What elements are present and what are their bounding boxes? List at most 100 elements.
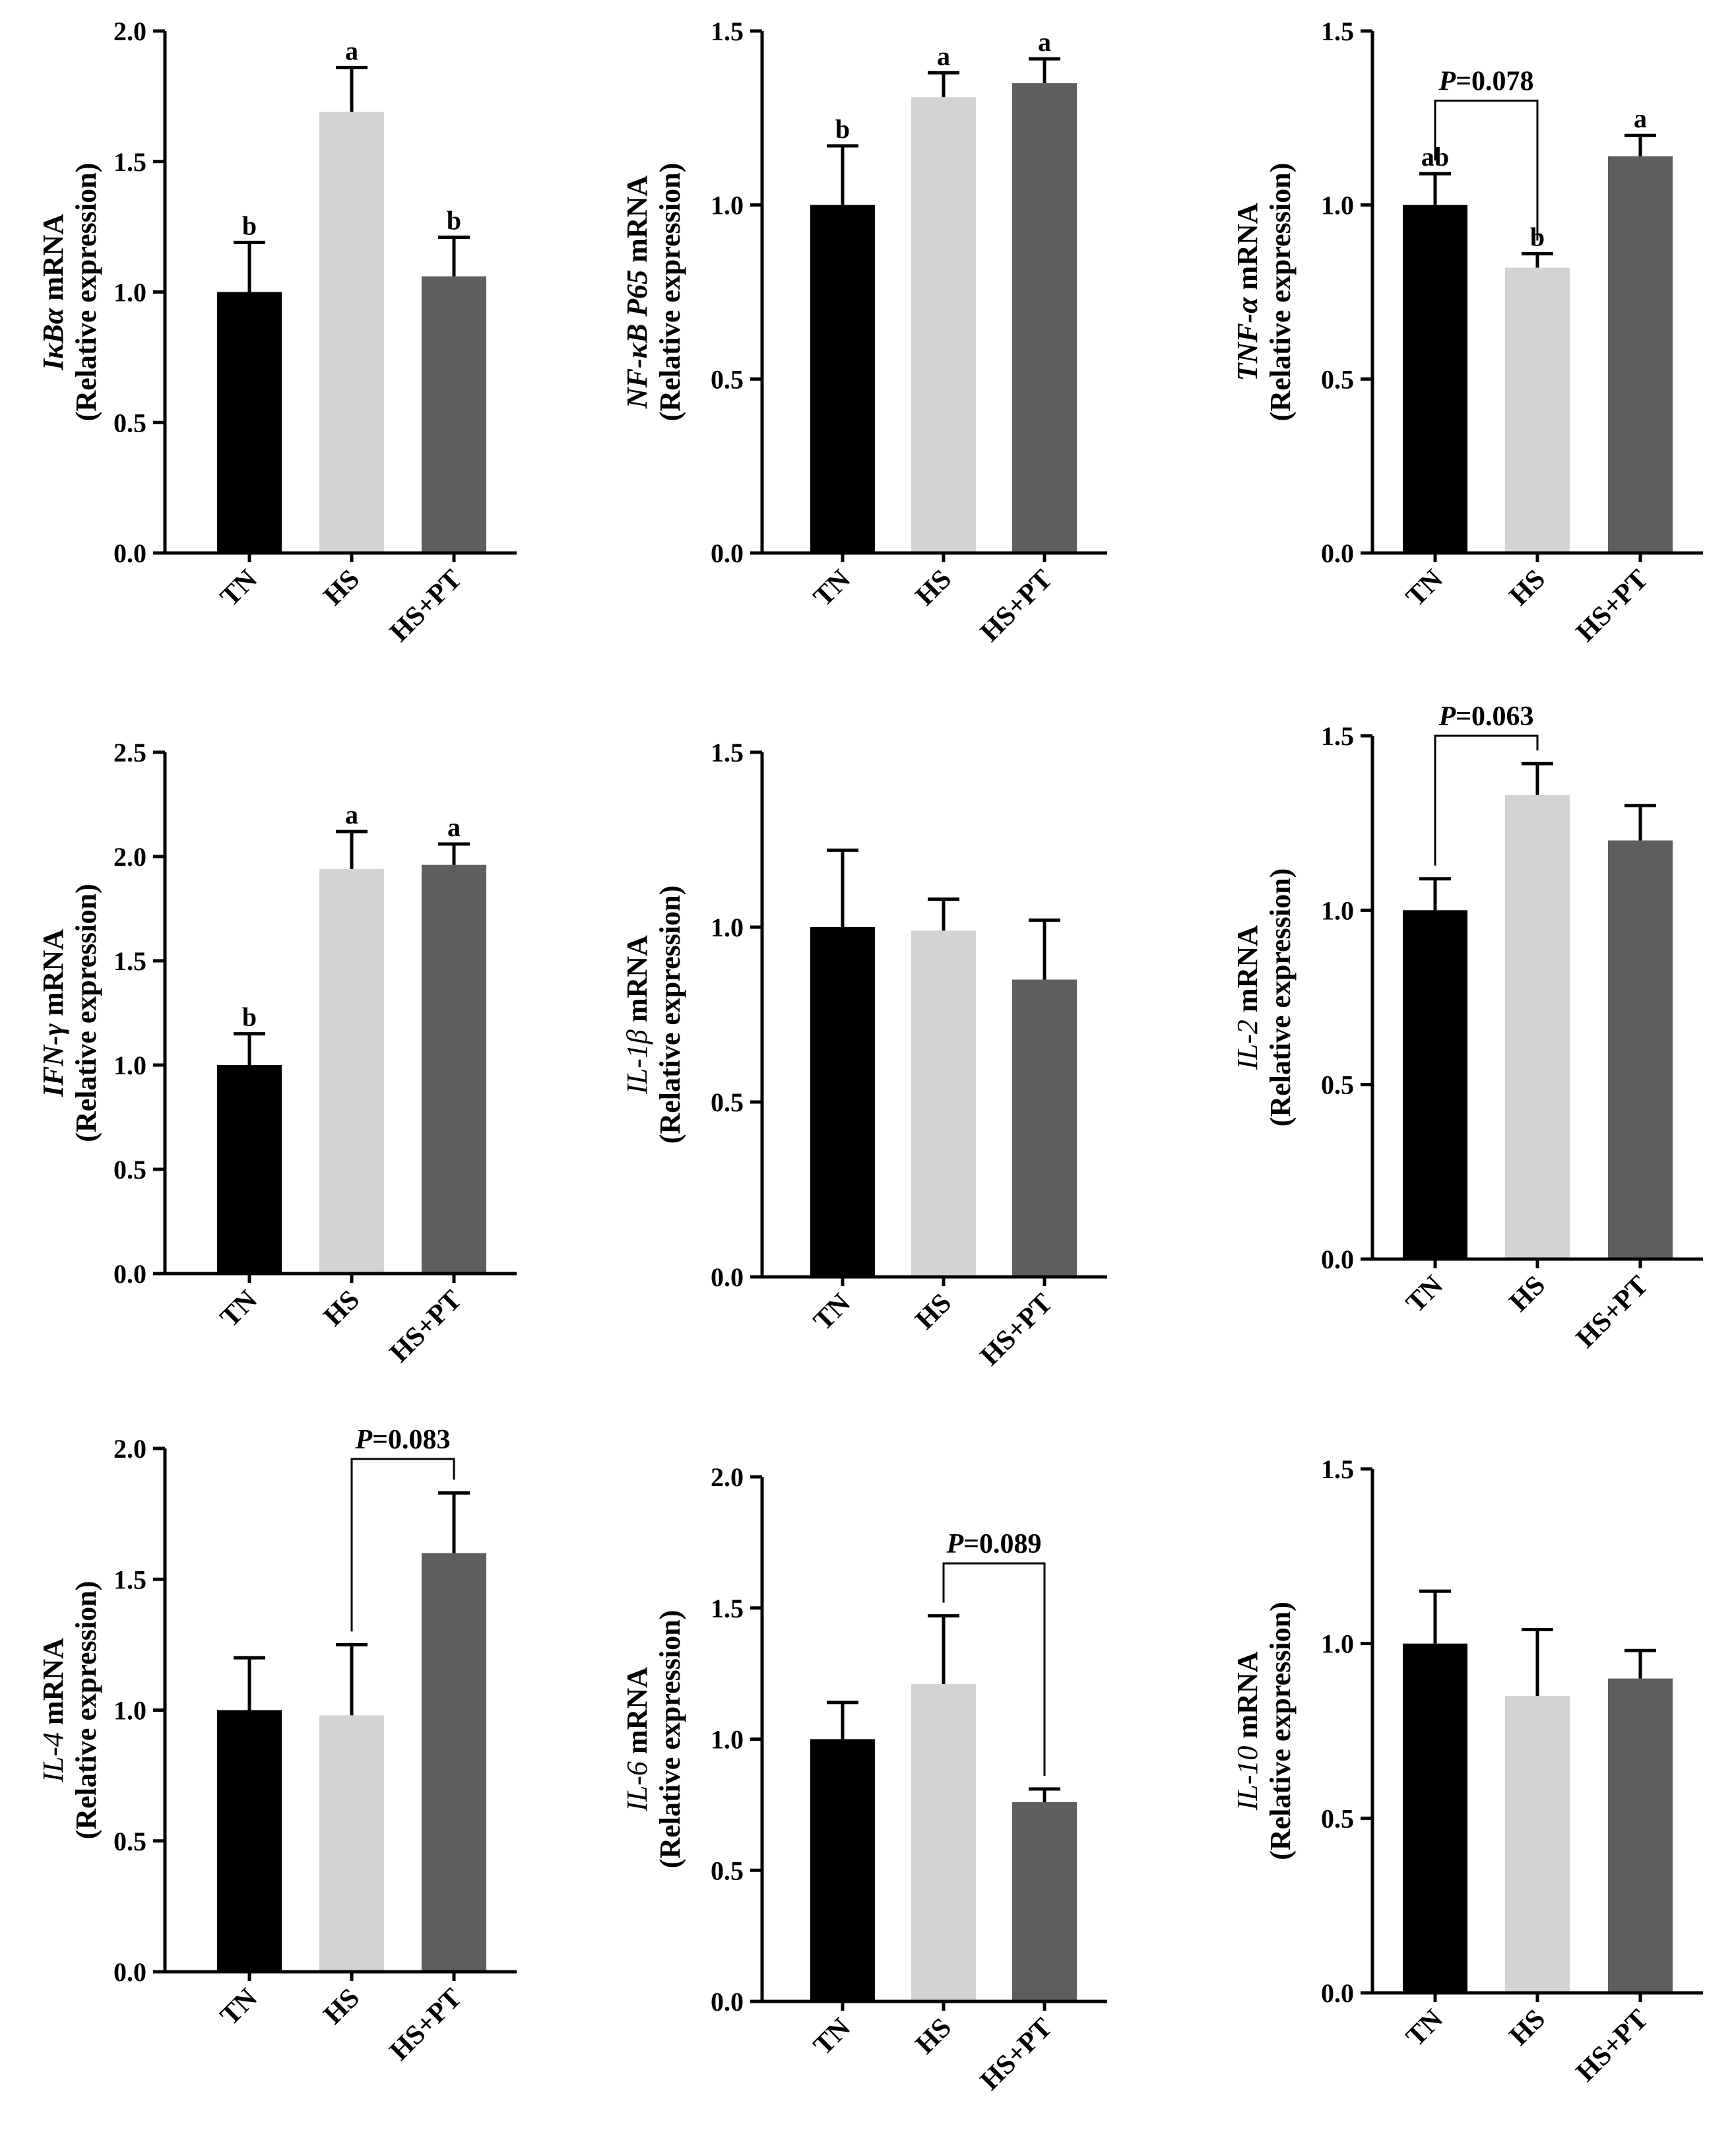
panel-1: b a b 0.0 0.5 1.0 1.5 2.0 TN HS HS+PT IκBα mRNA (Rel… xyxy=(37,16,517,648)
y-tick-label: 2.0 xyxy=(113,1434,146,1464)
y-tick-label: 0.0 xyxy=(1321,538,1354,568)
p-value: =0.078 xyxy=(1456,66,1533,96)
y-tick-label: 1.5 xyxy=(1321,721,1354,751)
y-tick-label: 0.5 xyxy=(1321,1803,1354,1833)
y-axis-subtitle: (Relative expression) xyxy=(654,1610,686,1868)
y-axis-subtitle: (Relative expression) xyxy=(70,884,102,1142)
category-label: HS xyxy=(318,1983,366,2030)
y-tick-label: 0.5 xyxy=(711,1856,744,1885)
y-axis-title-suffix: mRNA xyxy=(1231,1651,1264,1745)
y-tick-label: 0.5 xyxy=(711,1087,744,1117)
y-axis-subtitle: (Relative expression) xyxy=(1264,1602,1297,1860)
significance-letter: a xyxy=(937,41,950,71)
gene-name: IL-10 xyxy=(1231,1746,1264,1811)
bar-hs xyxy=(1505,267,1570,553)
category-label: HS xyxy=(1504,2004,1551,2052)
y-tick-label: 1.0 xyxy=(711,913,744,942)
bar-hs-pt xyxy=(1012,83,1077,554)
gene-name: IL-4 xyxy=(37,1732,69,1783)
y-tick-label: 1.5 xyxy=(711,16,744,46)
bar-tn xyxy=(810,205,875,554)
comparison-bracket xyxy=(1434,734,1539,866)
y-tick-label: 1.0 xyxy=(113,1696,146,1726)
category-label: HS xyxy=(318,1285,366,1332)
category-label: TN xyxy=(808,1288,856,1337)
bar-hs-pt xyxy=(422,1553,486,1972)
y-tick-label: 2.0 xyxy=(711,1462,744,1492)
y-tick-label: 1.5 xyxy=(113,1565,146,1594)
category-label: HS xyxy=(910,1288,957,1336)
comparison-bracket xyxy=(1434,99,1539,241)
bar-hs xyxy=(319,112,384,554)
category-label: HS+PT xyxy=(1570,2004,1654,2088)
y-tick-label: 1.0 xyxy=(113,278,146,308)
y-tick-label: 0.0 xyxy=(1321,1245,1354,1274)
bar-hs-pt xyxy=(422,864,486,1274)
y-tick-label: 2.0 xyxy=(113,842,146,872)
y-tick-label: 1.5 xyxy=(1321,1454,1354,1484)
gene-name: NF-κB P65 xyxy=(621,270,653,409)
y-axis-title: IL-6 mRNA xyxy=(621,1667,653,1812)
bar-tn xyxy=(217,292,282,553)
y-axis-title-suffix: mRNA xyxy=(621,935,653,1029)
p-value-label: P=0.063 xyxy=(1438,701,1533,732)
panel-4: b a a 0.0 0.5 1.0 1.5 2.0 2.5 TN HS HS+PT IFN-γ mRNA… xyxy=(37,738,517,1369)
panel-5: 0.0 0.5 1.0 1.5 TN HS HS+PT IL-1β mRNA (Relative… xyxy=(621,738,1107,1372)
y-tick-label: 0.5 xyxy=(113,408,146,438)
gene-name: IL-1β xyxy=(621,1029,653,1095)
significance-letter: b xyxy=(242,211,257,240)
bar-hs-pt xyxy=(1012,1801,1077,2001)
gene-name: IL-6 xyxy=(621,1761,653,1812)
y-tick-label: 2.5 xyxy=(113,738,146,767)
bar-tn xyxy=(217,1710,282,1972)
y-tick-label: 2.0 xyxy=(113,16,146,46)
y-axis-subtitle: (Relative expression) xyxy=(1264,163,1297,421)
y-tick-label: 1.0 xyxy=(1321,895,1354,925)
y-axis-subtitle: (Relative expression) xyxy=(70,163,102,421)
gene-name: IFN-γ xyxy=(37,1023,69,1097)
bar-hs xyxy=(911,930,976,1277)
category-label: TN xyxy=(214,564,263,613)
category-label: HS xyxy=(1504,564,1551,612)
category-label: TN xyxy=(214,1983,263,2032)
p-symbol: P xyxy=(946,1529,963,1559)
y-tick-label: 0.0 xyxy=(113,538,146,568)
y-tick-label: 0.0 xyxy=(1321,1978,1354,2008)
y-axis-title-suffix: mRNA xyxy=(37,929,69,1023)
significance-letter: a xyxy=(345,36,358,65)
significance-letter: a xyxy=(345,800,358,829)
p-symbol: P xyxy=(354,1425,372,1455)
p-value: =0.083 xyxy=(372,1425,450,1455)
y-tick-label: 0.0 xyxy=(711,538,744,568)
category-label: HS+PT xyxy=(975,2013,1058,2096)
gene-name: IκBα xyxy=(37,308,69,371)
y-tick-label: 1.0 xyxy=(711,191,744,220)
y-tick-label: 1.0 xyxy=(1321,191,1354,220)
category-label: TN xyxy=(1400,1270,1449,1319)
y-tick-label: 0.0 xyxy=(113,1957,146,1987)
panel-7: 0.0 0.5 1.0 1.5 2.0 TN HS HS+PT IL-4 mRNA (Relati… xyxy=(37,1425,517,2067)
y-axis-title-suffix: mRNA xyxy=(37,1638,69,1732)
y-axis-title: IL-2 mRNA xyxy=(1231,925,1264,1070)
comparison-bracket xyxy=(350,1458,455,1632)
category-label: HS+PT xyxy=(384,1983,468,2067)
p-symbol: P xyxy=(1438,66,1456,96)
y-axis-title-suffix: mRNA xyxy=(1231,203,1264,297)
y-axis-title-suffix: mRNA xyxy=(621,176,653,270)
bar-hs xyxy=(319,1715,384,1972)
significance-letter: b xyxy=(242,1002,257,1032)
bar-tn xyxy=(810,927,875,1277)
p-value-label: P=0.078 xyxy=(1438,66,1533,96)
y-tick-label: 0.5 xyxy=(1321,364,1354,394)
significance-letter: a xyxy=(1634,104,1647,133)
y-tick-label: 0.5 xyxy=(1321,1070,1354,1100)
p-value-label: P=0.083 xyxy=(354,1425,450,1455)
y-axis-title: TNF-α mRNA xyxy=(1231,203,1264,381)
panel-8: 0.0 0.5 1.0 1.5 2.0 TN HS HS+PT IL-6 mRNA (Relati… xyxy=(621,1462,1107,2096)
panel-2: b a a 0.0 0.5 1.0 1.5 TN HS HS+PT NF-κB P65 mRNA (R… xyxy=(621,16,1107,648)
category-label: HS+PT xyxy=(384,564,468,648)
y-axis-title: IL-1β mRNA xyxy=(621,935,653,1095)
y-axis-title: IL-4 mRNA xyxy=(37,1638,69,1783)
